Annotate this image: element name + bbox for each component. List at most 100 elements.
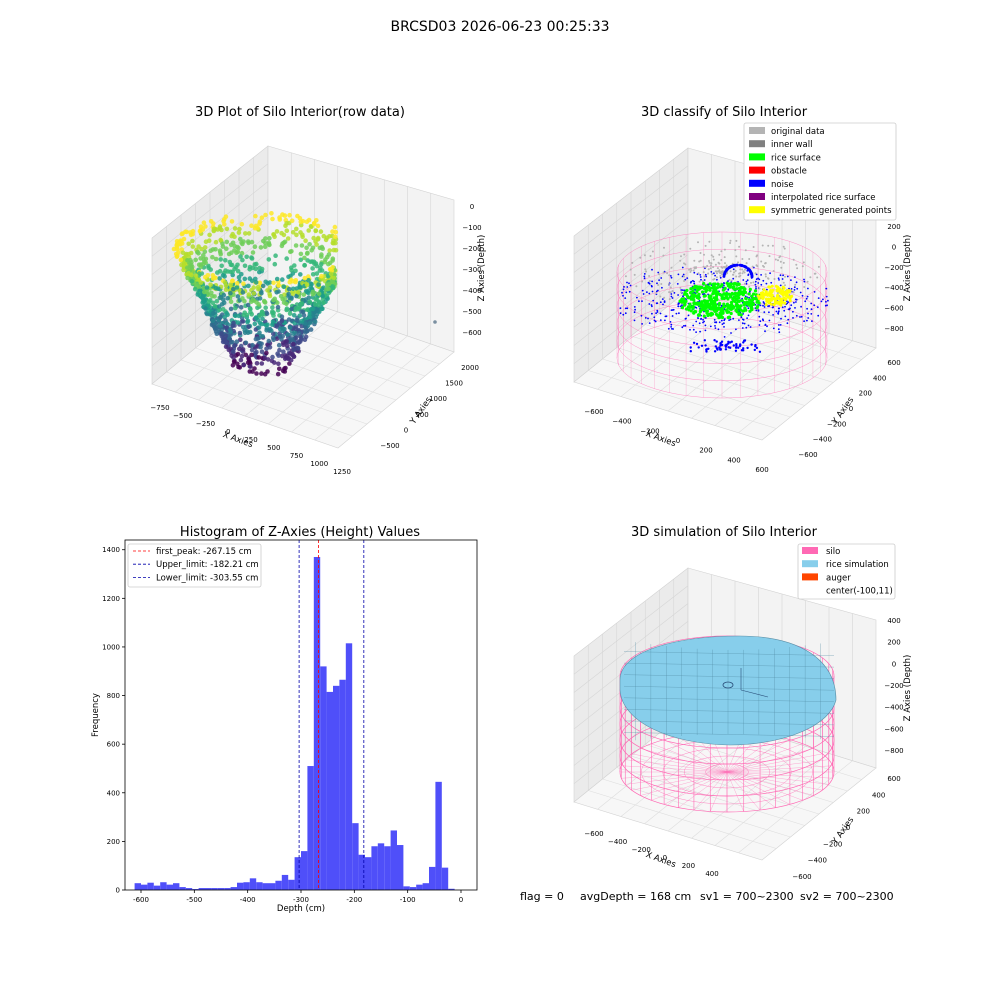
noise-point [775,310,778,313]
noise-point [695,320,698,323]
noise-point [787,318,790,321]
noise-point [762,279,765,282]
data-point [251,291,257,296]
rice-surface-point [688,305,693,309]
data-point [271,298,276,303]
noise-point [648,322,651,324]
data-point [293,243,299,248]
original-point [688,268,691,271]
noise-point [757,277,759,280]
raw-plot-3d-box [151,145,455,449]
data-point [310,289,316,295]
silo-floor-spoke [726,743,803,773]
data-point [286,291,292,297]
original-point [712,278,715,281]
noise-point [727,288,730,291]
data-point [210,276,216,282]
data-point [218,237,223,243]
data-point [266,257,272,262]
silo-floor-ring [662,747,792,797]
data-point [298,251,304,257]
symmetric-point [764,290,768,294]
original-point [764,262,767,264]
legend-swatch [749,166,765,174]
noise-point [777,277,780,280]
data-point [173,251,179,257]
z-tick-label: −200 [884,682,903,690]
original-point [668,298,671,301]
data-point [220,241,225,246]
data-point [218,295,224,300]
data-point [228,329,233,334]
original-point [720,259,723,261]
original-point [660,283,663,285]
rice-surface-point [708,286,712,290]
data-point [213,256,219,262]
noise-point [825,287,828,290]
noise-point [689,328,691,331]
data-point [311,221,317,227]
noise-point [659,319,662,321]
data-point [227,336,232,341]
data-point [256,286,261,292]
data-point [237,226,242,232]
data-point [183,229,188,235]
data-point [240,296,245,301]
grid-line [268,327,385,425]
data-point [293,305,299,311]
data-point [307,242,312,247]
rice-surface-point [696,285,700,289]
original-point [624,275,627,278]
rice-surface-point [702,314,706,318]
surface-mesh-line [623,662,835,668]
original-point [698,260,701,263]
legend-label: Upper_limit: -182.21 cm [156,560,259,570]
data-point [330,265,335,270]
original-point [774,258,777,261]
original-point [778,256,781,259]
original-point [784,275,786,278]
original-point [668,274,671,277]
original-point [703,253,705,256]
noise-point [765,282,768,285]
noise-point [727,346,730,349]
noise-point [747,307,750,310]
noise-point [740,316,743,319]
noise-point [763,306,766,308]
data-point [285,332,290,337]
rice-surface-point [697,292,701,296]
noise-point [787,308,790,311]
data-point [332,234,338,240]
data-point [209,290,214,296]
noise-point [742,347,745,350]
noise-point [729,341,732,344]
data-point [287,311,293,316]
silo-floor-spoke [726,736,776,773]
noise-point [727,340,730,343]
histogram-bar [205,888,212,890]
plot-frame [124,539,478,891]
data-point [332,224,338,230]
noise-point [817,297,820,299]
data-point [277,215,282,220]
histogram-bar [358,854,365,890]
noise-point [680,289,683,291]
noise-point [641,289,644,292]
data-point [249,223,254,228]
grid-line [714,333,830,426]
noise-point [693,282,696,285]
data-point [248,299,254,305]
noise-point [626,307,629,310]
original-point [721,270,724,273]
data-point [235,351,241,357]
z-tick-label: −800 [884,325,903,333]
data-point [259,266,265,272]
data-point [234,250,239,255]
noise-point [795,298,798,301]
data-point [284,228,290,233]
original-point [697,241,699,244]
noise-point [786,302,789,305]
raw-plot-z-label: Z Axies (Depth) [477,235,487,302]
rice-surface-point [747,292,751,296]
data-point [242,263,248,269]
